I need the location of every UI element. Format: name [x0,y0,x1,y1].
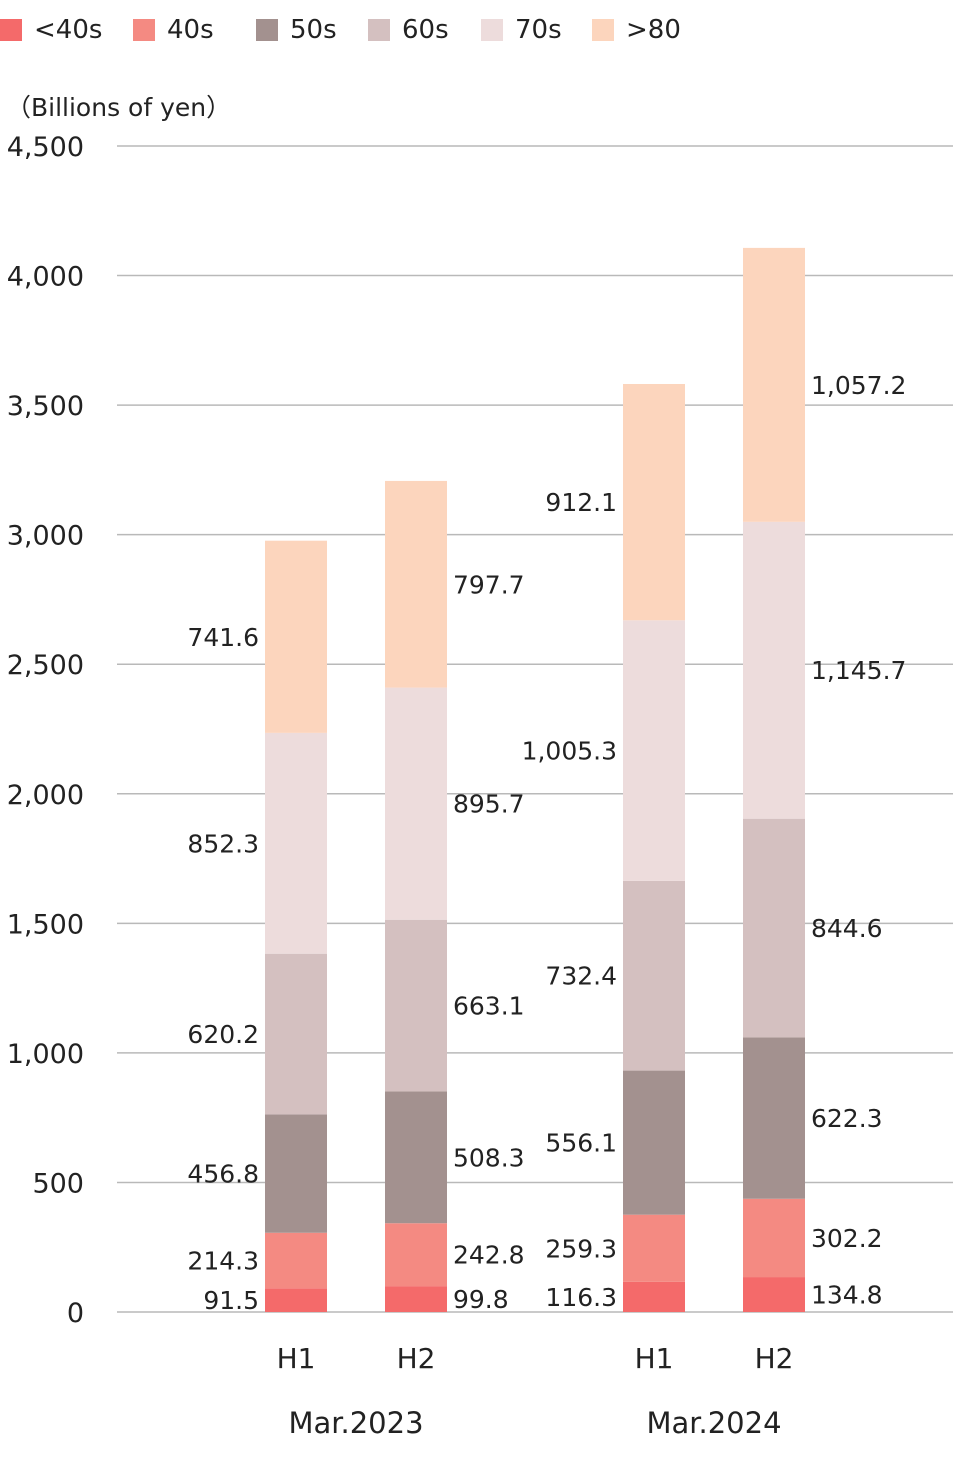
data-label: 214.3 [187,1247,259,1276]
y-tick-label: 4,000 [7,262,84,293]
bar-segment [265,953,327,1115]
bar-segment [385,1091,447,1224]
legend-swatch [368,19,390,41]
legend-label: 70s [515,15,562,45]
legend-item: 60s [368,10,449,50]
x-group-label: Mar.2024 [646,1406,781,1440]
bar-segment [265,732,327,954]
legend-item: >80 [592,10,681,50]
bar-segment [743,818,805,1038]
bar-segment [743,1198,805,1278]
data-label: 456.8 [187,1160,259,1189]
y-axis-unit-label: （Billions of yen） [6,93,232,122]
data-label: 259.3 [545,1234,617,1263]
x-tick-label: H1 [277,1342,316,1375]
data-label: 1,005.3 [522,737,617,766]
data-label: 912.1 [545,488,617,517]
data-label: 134.8 [811,1281,883,1310]
bars [265,247,805,1312]
bar-segment [265,540,327,733]
bar-segment [623,880,685,1071]
y-tick-label: 4,500 [7,132,84,163]
data-label: 116.3 [545,1283,617,1312]
chart-legend: <40s 40s 50s 60s 70s >80 [0,10,953,50]
x-group-label: Mar.2023 [288,1406,423,1440]
data-label: 1,057.2 [811,371,906,400]
data-label: 844.6 [811,914,883,943]
data-label: 852.3 [187,829,259,858]
bar-segment [623,620,685,881]
data-label: 620.2 [187,1020,259,1049]
data-label: 242.8 [453,1241,525,1270]
x-axis: H1 H2 H1 H2 Mar.2023 Mar.2024 [277,1342,794,1440]
legend-swatch [133,19,155,41]
legend-label: 40s [167,15,214,45]
legend-label: 50s [290,15,337,45]
y-tick-label: 3,000 [7,521,84,552]
data-label: 99.8 [453,1285,509,1314]
data-label: 622.3 [811,1104,883,1133]
data-label: 91.5 [203,1286,259,1315]
bar-segment [385,480,447,688]
y-tick-label: 1,500 [7,909,84,940]
bar-segment [623,1070,685,1215]
bar-segment [743,247,805,522]
legend-item: 70s [481,10,562,50]
legend-swatch [256,19,278,41]
grid-lines [117,145,953,1313]
legend-swatch [0,19,22,41]
data-label: 556.1 [545,1129,617,1158]
bar-segment [623,1214,685,1282]
legend-label: 60s [402,15,449,45]
data-label: 302.2 [811,1224,883,1253]
bar-segment [743,1277,805,1312]
y-tick-label: 3,500 [7,391,84,422]
bar-segment [623,383,685,621]
bar-segment [743,521,805,819]
legend-swatch [481,19,503,41]
bar-segment [265,1232,327,1289]
y-tick-label: 1,000 [7,1039,84,1070]
bar-segment [743,1037,805,1199]
data-labels: 91.5 214.3 456.8 620.2 852.3 741.6 99.8 242.8 50… [187,371,906,1315]
data-label: 1,145.7 [811,656,906,685]
bar-segment [385,687,447,920]
data-label: 663.1 [453,992,525,1021]
x-tick-label: H2 [397,1342,436,1375]
data-label: 508.3 [453,1143,525,1172]
data-label: 741.6 [187,623,259,652]
bar-segment [265,1114,327,1233]
x-tick-label: H1 [635,1342,674,1375]
bar-segment [385,1223,447,1287]
y-tick-label: 2,000 [7,780,84,811]
legend-item: 50s [256,10,337,50]
y-axis-ticks: 0 500 1,000 1,500 2,000 2,500 3,000 3,500 4,000 4… [7,132,84,1329]
legend-swatch [592,19,614,41]
bar-segment [385,1286,447,1312]
bar-segment [265,1288,327,1312]
legend-label: <40s [34,15,103,45]
y-tick-label: 500 [32,1168,84,1199]
legend-item: 40s [133,10,214,50]
y-tick-label: 0 [67,1298,84,1329]
x-tick-label: H2 [755,1342,794,1375]
data-label: 797.7 [453,570,525,599]
legend-label: >80 [626,15,681,45]
data-label: 732.4 [545,962,617,991]
y-tick-label: 2,500 [7,650,84,681]
bar-segment [623,1281,685,1312]
bar-segment [385,919,447,1092]
data-label: 895.7 [453,790,525,819]
legend-item: <40s [0,10,102,50]
